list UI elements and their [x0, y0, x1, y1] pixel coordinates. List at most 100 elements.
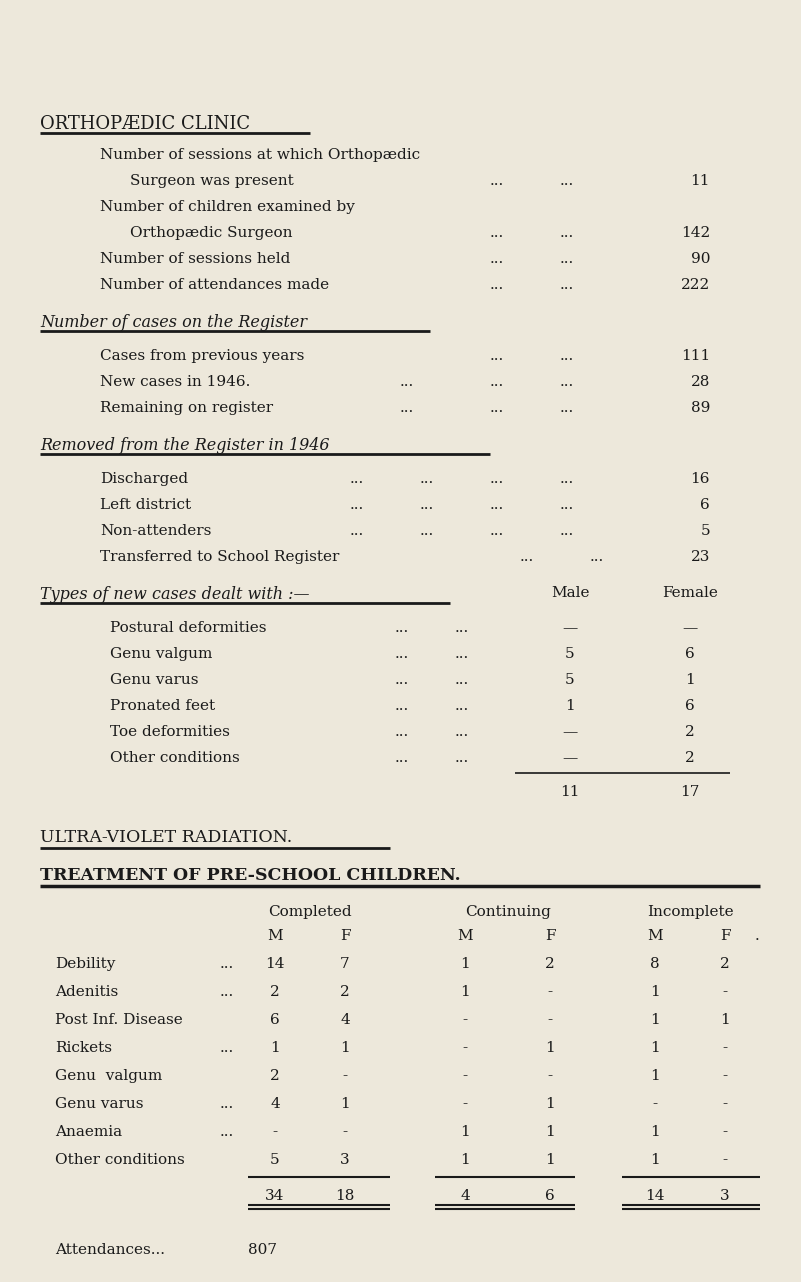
Text: Surgeon was present: Surgeon was present — [130, 174, 294, 188]
Text: ...: ... — [350, 524, 364, 538]
Text: ...: ... — [395, 673, 409, 687]
Text: ...: ... — [560, 349, 574, 363]
Text: 1: 1 — [340, 1041, 350, 1055]
Text: 807: 807 — [248, 1244, 277, 1256]
Text: -: - — [723, 1069, 727, 1083]
Text: F: F — [545, 929, 555, 944]
Text: 11: 11 — [690, 174, 710, 188]
Text: ULTRA-VIOLET RADIATION.: ULTRA-VIOLET RADIATION. — [40, 829, 292, 846]
Text: -: - — [547, 1013, 553, 1027]
Text: Orthopædic Surgeon: Orthopædic Surgeon — [130, 226, 292, 240]
Text: M: M — [647, 929, 662, 944]
Text: ...: ... — [350, 472, 364, 486]
Text: 2: 2 — [270, 985, 280, 999]
Text: ...: ... — [560, 401, 574, 415]
Text: Types of new cases dealt with :—: Types of new cases dealt with :— — [40, 586, 309, 603]
Text: 1: 1 — [650, 1013, 660, 1027]
Text: ...: ... — [220, 985, 234, 999]
Text: 1: 1 — [566, 699, 575, 713]
Text: —: — — [562, 726, 578, 738]
Text: Rickets: Rickets — [55, 1041, 112, 1055]
Text: Toe deformities: Toe deformities — [110, 726, 230, 738]
Text: 14: 14 — [265, 956, 284, 970]
Text: 1: 1 — [460, 985, 470, 999]
Text: —: — — [562, 620, 578, 635]
Text: ORTHOPÆDIC CLINIC: ORTHOPÆDIC CLINIC — [40, 115, 250, 133]
Text: —: — — [682, 620, 698, 635]
Text: ...: ... — [420, 497, 434, 512]
Text: ...: ... — [490, 349, 505, 363]
Text: 142: 142 — [681, 226, 710, 240]
Text: Attendances...: Attendances... — [55, 1244, 165, 1256]
Text: 4: 4 — [270, 1097, 280, 1111]
Text: 2: 2 — [270, 1069, 280, 1083]
Text: ...: ... — [490, 472, 505, 486]
Text: ...: ... — [560, 174, 574, 188]
Text: ...: ... — [520, 550, 534, 564]
Text: ...: ... — [560, 226, 574, 240]
Text: Non-attenders: Non-attenders — [100, 524, 211, 538]
Text: ...: ... — [490, 253, 505, 265]
Text: ...: ... — [490, 376, 505, 388]
Text: Pronated feet: Pronated feet — [110, 699, 215, 713]
Text: -: - — [343, 1126, 348, 1138]
Text: 1: 1 — [650, 985, 660, 999]
Text: Number of sessions at which Orthopædic: Number of sessions at which Orthopædic — [100, 147, 421, 162]
Text: ...: ... — [220, 1097, 234, 1111]
Text: Number of sessions held: Number of sessions held — [100, 253, 291, 265]
Text: ...: ... — [220, 1126, 234, 1138]
Text: ...: ... — [490, 401, 505, 415]
Text: 6: 6 — [685, 647, 695, 662]
Text: 1: 1 — [685, 673, 695, 687]
Text: ...: ... — [490, 174, 505, 188]
Text: F: F — [340, 929, 350, 944]
Text: New cases in 1946.: New cases in 1946. — [100, 376, 251, 388]
Text: Removed from the Register in 1946: Removed from the Register in 1946 — [40, 437, 329, 454]
Text: 3: 3 — [340, 1153, 350, 1167]
Text: 3: 3 — [720, 1188, 730, 1203]
Text: ...: ... — [400, 401, 414, 415]
Text: 8: 8 — [650, 956, 660, 970]
Text: 2: 2 — [685, 726, 695, 738]
Text: ...: ... — [395, 699, 409, 713]
Text: Incomplete: Incomplete — [646, 905, 733, 919]
Text: ...: ... — [560, 253, 574, 265]
Text: Discharged: Discharged — [100, 472, 188, 486]
Text: -: - — [272, 1126, 278, 1138]
Text: ...: ... — [420, 524, 434, 538]
Text: 222: 222 — [681, 278, 710, 292]
Text: Number of attendances made: Number of attendances made — [100, 278, 329, 292]
Text: 1: 1 — [460, 956, 470, 970]
Text: Other conditions: Other conditions — [110, 751, 239, 765]
Text: -: - — [462, 1069, 468, 1083]
Text: 18: 18 — [336, 1188, 355, 1203]
Text: ...: ... — [220, 956, 234, 970]
Text: -: - — [343, 1069, 348, 1083]
Text: M: M — [457, 929, 473, 944]
Text: Remaining on register: Remaining on register — [100, 401, 273, 415]
Text: 2: 2 — [685, 751, 695, 765]
Text: ...: ... — [560, 497, 574, 512]
Text: Completed: Completed — [268, 905, 352, 919]
Text: 11: 11 — [560, 785, 580, 799]
Text: ...: ... — [455, 673, 469, 687]
Text: -: - — [723, 1041, 727, 1055]
Text: ...: ... — [350, 497, 364, 512]
Text: Adenitis: Adenitis — [55, 985, 119, 999]
Text: Female: Female — [662, 586, 718, 600]
Text: -: - — [723, 1126, 727, 1138]
Text: 28: 28 — [690, 376, 710, 388]
Text: ...: ... — [455, 751, 469, 765]
Text: -: - — [653, 1097, 658, 1111]
Text: Left district: Left district — [100, 497, 191, 512]
Text: 7: 7 — [340, 956, 350, 970]
Text: Number of cases on the Register: Number of cases on the Register — [40, 314, 307, 331]
Text: -: - — [547, 985, 553, 999]
Text: TREATMENT OF PRE-SCHOOL CHILDREN.: TREATMENT OF PRE-SCHOOL CHILDREN. — [40, 867, 461, 885]
Text: 17: 17 — [680, 785, 700, 799]
Text: -: - — [462, 1013, 468, 1027]
Text: —: — — [562, 751, 578, 765]
Text: 90: 90 — [690, 253, 710, 265]
Text: Anaemia: Anaemia — [55, 1126, 122, 1138]
Text: M: M — [268, 929, 283, 944]
